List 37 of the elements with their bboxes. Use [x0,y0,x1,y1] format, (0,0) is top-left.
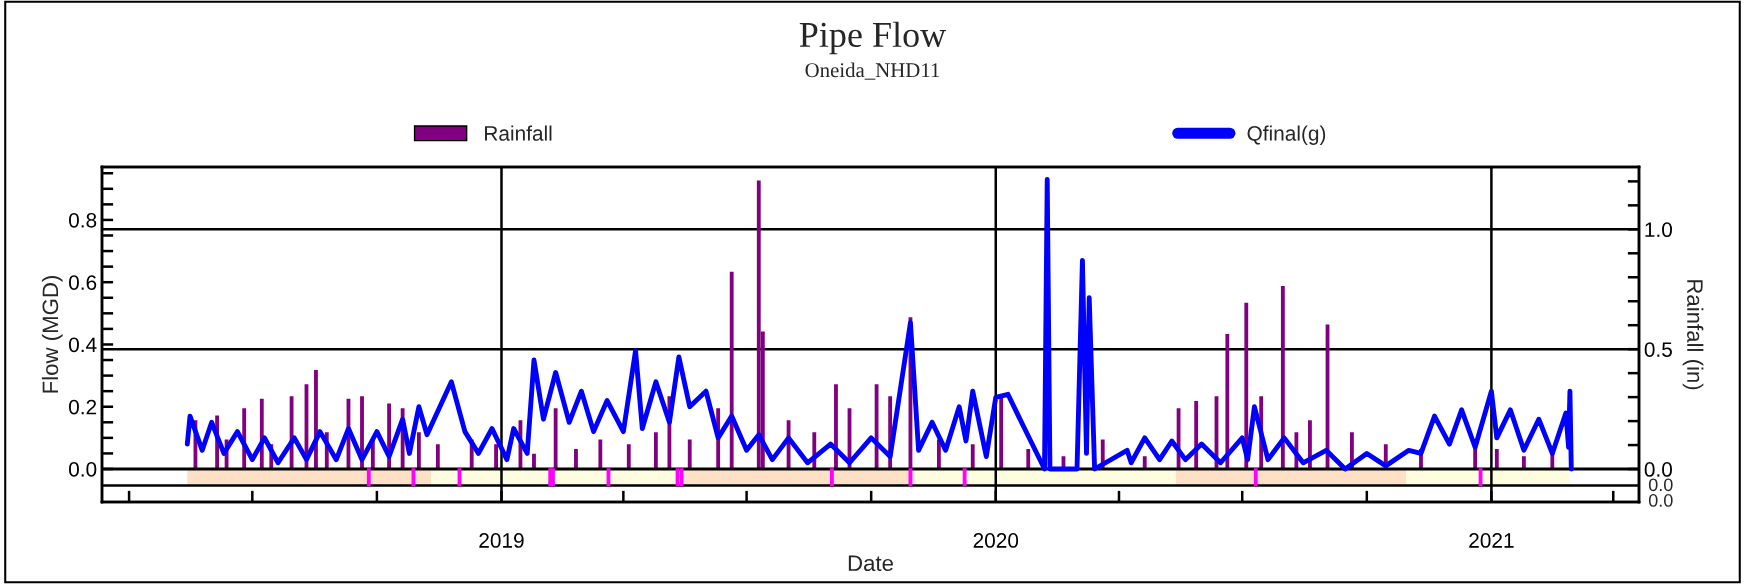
y2-tick-label: 0.5 [1644,342,1672,357]
chart-title: Pipe Flow [799,21,947,55]
x-axis-title: Date [848,555,893,572]
bar [598,439,603,470]
text: 0.0 [1648,494,1673,507]
y-tick-label: 0.6 [68,275,97,290]
bar [435,444,440,470]
bar [756,180,761,470]
y-tick-label: 0.2 [68,399,97,415]
bar [1026,449,1031,470]
y-axis-title: Flow (MGD) [41,276,63,393]
text: 0.0 [1648,478,1673,492]
legend-label: Qfinal(g) [1247,125,1326,145]
y2-tick-label: 1.0 [1645,222,1673,238]
bar [653,432,658,470]
bar [574,449,578,470]
bar [416,432,421,470]
y2-tick-label: 0.0 [1644,462,1673,477]
bar [999,396,1004,470]
bar [494,444,498,470]
y-tick-label: 0.4 [68,337,97,353]
bar [729,271,734,470]
y-tick-label: 0.0 [68,462,97,477]
bar [970,444,975,470]
bar [1225,333,1230,470]
x-tick-label: 2019 [479,533,524,548]
x-tick-label: 2020 [973,533,1019,548]
line-series [184,177,1574,472]
y2-axis-title: Rainfall (in) [1682,280,1704,390]
bar [553,408,558,470]
legend-label: Rainfall [485,125,552,141]
chart-subtitle: Oneida_NHD11 [805,62,940,80]
bar [626,444,631,470]
bar [1280,286,1285,470]
y-tick-label: 0.8 [68,212,97,228]
bar [687,439,692,470]
x-tick-label: 2021 [1469,533,1514,548]
